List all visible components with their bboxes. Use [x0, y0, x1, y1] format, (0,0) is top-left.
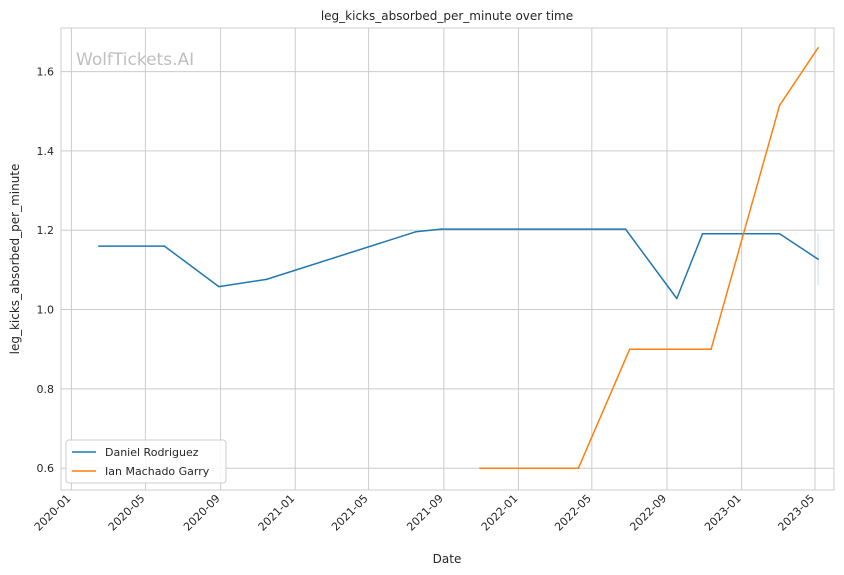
y-tick-label: 1.4 [37, 145, 55, 158]
plot-frame [60, 27, 835, 491]
data-point-daniel-rodriguez [440, 228, 443, 230]
data-point-ian-machado-garry [577, 467, 580, 469]
grid [61, 28, 834, 490]
legend-label-daniel-rodriguez: Daniel Rodriguez [105, 446, 199, 459]
data-point-daniel-rodriguez [98, 245, 100, 247]
y-tick-label: 1.2 [37, 224, 55, 237]
y-tick-label: 0.6 [37, 462, 55, 475]
series-line-ian-machado-garry [479, 47, 819, 469]
data-point-daniel-rodriguez [163, 245, 166, 247]
data-point-daniel-rodriguez [701, 233, 704, 235]
data-point-daniel-rodriguez [217, 285, 220, 288]
data-point-ian-machado-garry [479, 467, 481, 469]
watermark: WolfTickets.AI [76, 50, 194, 70]
data-point-daniel-rodriguez [817, 258, 819, 260]
series-layer [98, 47, 819, 469]
y-tick-label: 1.0 [37, 304, 55, 317]
data-point-ian-machado-garry [710, 348, 712, 351]
data-point-daniel-rodriguez [265, 278, 268, 281]
data-point-daniel-rodriguez [624, 228, 627, 230]
y-tick-label: 1.6 [37, 66, 55, 79]
data-point-ian-machado-garry [628, 348, 631, 351]
y-axis-label: leg_kicks_absorbed_per_minute [8, 164, 22, 355]
data-point-daniel-rodriguez [676, 297, 678, 300]
data-point-ian-machado-garry [778, 104, 781, 107]
data-point-daniel-rodriguez [414, 231, 417, 233]
legend-label-ian-machado-garry: Ian Machado Garry [105, 465, 210, 478]
y-tick-label: 0.8 [37, 383, 55, 396]
x-axis-label: Date [433, 552, 462, 566]
chart-title: leg_kicks_absorbed_per_minute over time [321, 9, 573, 23]
legend: Daniel Rodriguez Ian Machado Garry [65, 439, 227, 484]
data-point-daniel-rodriguez [778, 233, 781, 235]
legend-box [65, 439, 227, 484]
data-point-ian-machado-garry [817, 47, 819, 49]
